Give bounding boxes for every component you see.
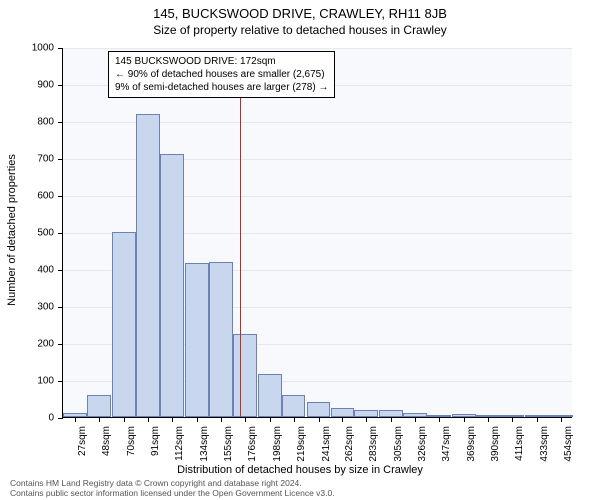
ytick-label: 300 <box>14 302 54 313</box>
xtick-mark <box>124 417 125 422</box>
ytick-label: 500 <box>14 228 54 239</box>
xtick-mark <box>464 417 465 422</box>
subject-marker-line <box>240 88 241 417</box>
xtick-mark <box>537 417 538 422</box>
histogram-bar <box>160 154 184 417</box>
footer-line1: Contains HM Land Registry data © Crown c… <box>10 478 590 488</box>
ytick-label: 700 <box>14 154 54 165</box>
xtick-label: 219sqm <box>296 426 307 462</box>
xtick-label: 241sqm <box>321 426 332 462</box>
xtick-mark <box>561 417 562 422</box>
footer-line2: Contains public sector information licen… <box>10 488 590 498</box>
annotation-box: 145 BUCKSWOOD DRIVE: 172sqm← 90% of deta… <box>108 51 335 98</box>
xtick-label: 454sqm <box>563 426 574 462</box>
xtick-mark <box>319 417 320 422</box>
annotation-line: ← 90% of detached houses are smaller (2,… <box>115 68 328 81</box>
xtick-label: 70sqm <box>126 426 137 456</box>
xtick-label: 134sqm <box>199 426 210 462</box>
page-subtitle: Size of property relative to detached ho… <box>0 21 600 37</box>
xtick-label: 347sqm <box>441 426 452 462</box>
histogram-bar <box>136 114 160 417</box>
xtick-label: 326sqm <box>417 426 428 462</box>
plot-region: 145 BUCKSWOOD DRIVE: 172sqm← 90% of deta… <box>62 48 572 418</box>
xtick-label: 155sqm <box>223 426 234 462</box>
xtick-label: 433sqm <box>539 426 550 462</box>
histogram-bar <box>209 262 233 417</box>
ytick-label: 600 <box>14 191 54 202</box>
xtick-label: 305sqm <box>393 426 404 462</box>
xtick-mark <box>512 417 513 422</box>
histogram-bar <box>354 410 378 417</box>
histogram-bar <box>331 408 355 417</box>
xtick-label: 27sqm <box>77 426 88 456</box>
xtick-mark <box>197 417 198 422</box>
xtick-mark <box>391 417 392 422</box>
xtick-label: 262sqm <box>344 426 355 462</box>
histogram-bar <box>282 395 306 417</box>
histogram-bar <box>258 374 282 417</box>
xtick-label: 283sqm <box>368 426 379 462</box>
xtick-label: 411sqm <box>514 426 525 461</box>
histogram-bar <box>185 263 209 417</box>
histogram-bar <box>112 232 136 417</box>
histogram-bar <box>379 410 403 417</box>
ytick-label: 800 <box>14 117 54 128</box>
xtick-mark <box>172 417 173 422</box>
page-title: 145, BUCKSWOOD DRIVE, CRAWLEY, RH11 8JB <box>0 0 600 21</box>
ytick-label: 100 <box>14 376 54 387</box>
ytick-label: 200 <box>14 339 54 350</box>
annotation-line: 9% of semi-detached houses are larger (2… <box>115 81 328 94</box>
footer-attribution: Contains HM Land Registry data © Crown c… <box>10 478 590 498</box>
ytick-label: 900 <box>14 80 54 91</box>
ytick-mark <box>58 159 63 160</box>
xtick-mark <box>415 417 416 422</box>
xtick-mark <box>488 417 489 422</box>
ytick-label: 0 <box>14 413 54 424</box>
xtick-mark <box>342 417 343 422</box>
ytick-mark <box>58 85 63 86</box>
chart-area: 145 BUCKSWOOD DRIVE: 172sqm← 90% of deta… <box>62 48 572 418</box>
xtick-mark <box>221 417 222 422</box>
ytick-mark <box>58 418 63 419</box>
xtick-label: 112sqm <box>174 426 185 461</box>
ytick-label: 1000 <box>14 43 54 54</box>
xtick-label: 198sqm <box>272 426 283 462</box>
xtick-label: 91sqm <box>150 426 161 456</box>
ytick-mark <box>58 48 63 49</box>
histogram-bar <box>87 395 111 417</box>
chart-container: 145, BUCKSWOOD DRIVE, CRAWLEY, RH11 8JB … <box>0 0 600 500</box>
ytick-mark <box>58 122 63 123</box>
annotation-line: 145 BUCKSWOOD DRIVE: 172sqm <box>115 55 328 68</box>
xtick-mark <box>366 417 367 422</box>
xtick-mark <box>439 417 440 422</box>
ytick-mark <box>58 196 63 197</box>
ytick-label: 400 <box>14 265 54 276</box>
xtick-label: 369sqm <box>466 426 477 462</box>
ytick-mark <box>58 381 63 382</box>
histogram-bar <box>307 402 331 417</box>
x-axis-label: Distribution of detached houses by size … <box>0 464 600 476</box>
ytick-mark <box>58 307 63 308</box>
ytick-mark <box>58 344 63 345</box>
xtick-mark <box>75 417 76 422</box>
ytick-mark <box>58 233 63 234</box>
xtick-mark <box>294 417 295 422</box>
xtick-label: 48sqm <box>101 426 112 456</box>
xtick-mark <box>270 417 271 422</box>
histogram-bar <box>233 334 257 417</box>
ytick-mark <box>58 270 63 271</box>
xtick-mark <box>148 417 149 422</box>
xtick-mark <box>245 417 246 422</box>
xtick-label: 176sqm <box>247 426 258 462</box>
xtick-mark <box>99 417 100 422</box>
gridline <box>63 48 572 49</box>
xtick-label: 390sqm <box>490 426 501 462</box>
